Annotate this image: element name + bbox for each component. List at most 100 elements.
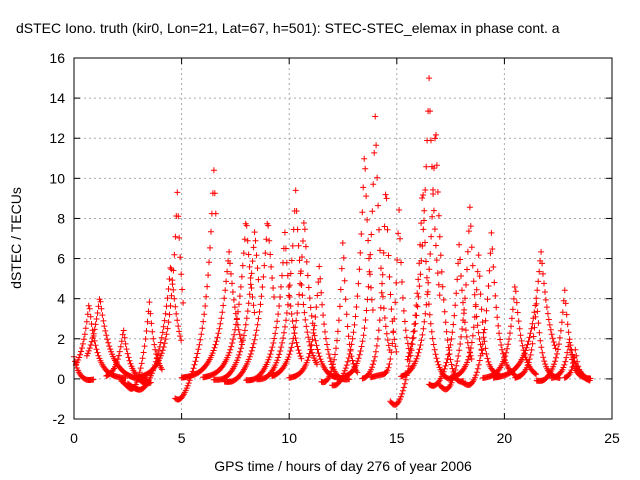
arc-series	[479, 284, 540, 381]
data-point	[420, 325, 427, 332]
data-point	[458, 273, 464, 279]
data-point	[460, 317, 467, 324]
data-point	[222, 287, 229, 294]
data-point	[139, 355, 146, 362]
data-point	[453, 362, 460, 369]
data-point	[230, 296, 237, 303]
data-point	[353, 304, 360, 310]
data-point	[561, 287, 568, 294]
data-point	[255, 276, 262, 283]
data-point	[370, 361, 376, 368]
data-point	[319, 301, 326, 308]
data-point	[170, 267, 177, 274]
y-tick-label: 12	[49, 130, 65, 146]
data-point	[176, 234, 183, 241]
data-point	[449, 365, 456, 372]
data-point	[282, 245, 289, 252]
data-point	[97, 298, 104, 305]
data-point	[241, 327, 248, 334]
data-point	[302, 316, 309, 323]
data-point	[196, 341, 203, 348]
data-point	[447, 341, 454, 348]
data-point	[469, 262, 476, 269]
data-point	[562, 358, 569, 365]
data-point	[143, 328, 150, 334]
data-point	[439, 283, 446, 290]
data-point	[382, 323, 389, 330]
data-point	[538, 344, 545, 351]
data-point	[244, 308, 251, 315]
data-point	[356, 266, 363, 273]
data-point	[398, 393, 404, 400]
data-point	[324, 346, 331, 353]
data-point	[121, 334, 128, 341]
data-point	[541, 358, 548, 365]
data-point	[556, 334, 563, 341]
data-point	[107, 346, 114, 353]
data-point	[392, 299, 399, 306]
data-point	[124, 350, 131, 357]
data-point	[283, 259, 290, 266]
data-point	[495, 322, 502, 329]
data-points	[71, 75, 594, 408]
data-point	[303, 258, 310, 265]
data-point	[246, 291, 253, 298]
data-point	[243, 315, 250, 322]
data-point	[256, 308, 263, 315]
data-point	[474, 268, 481, 275]
data-point	[211, 344, 218, 351]
data-point	[133, 379, 140, 386]
data-point	[119, 331, 126, 338]
data-point	[318, 289, 325, 296]
data-point	[381, 223, 388, 230]
data-point	[446, 347, 453, 354]
data-point	[245, 300, 252, 307]
data-point	[232, 326, 239, 333]
data-point	[349, 335, 356, 342]
data-point	[378, 265, 384, 272]
data-point	[289, 242, 296, 249]
data-point	[543, 304, 550, 311]
data-point	[336, 303, 343, 310]
x-tick-label: 25	[604, 430, 620, 446]
data-point	[547, 326, 554, 333]
data-point	[569, 364, 576, 370]
data-point	[466, 204, 473, 211]
data-point	[350, 329, 357, 336]
data-point	[342, 365, 349, 372]
x-tick-label: 10	[281, 430, 297, 446]
data-point	[533, 300, 540, 307]
data-point	[442, 362, 449, 369]
y-tick-label: 10	[49, 170, 65, 186]
data-point	[354, 293, 361, 300]
data-point	[120, 327, 127, 334]
data-point	[398, 259, 404, 266]
data-point	[168, 292, 175, 299]
data-point	[298, 268, 304, 275]
data-point	[484, 355, 491, 362]
data-point	[471, 314, 478, 321]
data-point	[209, 350, 216, 357]
data-point	[474, 365, 481, 372]
data-point	[502, 353, 509, 360]
data-point	[390, 329, 397, 336]
data-point	[194, 350, 201, 357]
data-point	[526, 334, 533, 341]
data-point	[99, 312, 106, 319]
data-point	[407, 345, 414, 352]
data-point	[479, 319, 486, 326]
data-point	[415, 293, 422, 300]
data-point	[519, 342, 526, 349]
data-point	[327, 370, 334, 377]
data-point	[352, 313, 359, 320]
data-point	[355, 280, 362, 287]
data-point	[370, 181, 377, 188]
data-point	[174, 189, 181, 196]
data-point	[262, 250, 269, 257]
data-point	[363, 307, 370, 314]
data-point	[169, 281, 176, 288]
data-point	[428, 137, 434, 144]
data-point	[334, 328, 341, 335]
data-point	[433, 355, 440, 362]
data-point	[150, 335, 157, 342]
